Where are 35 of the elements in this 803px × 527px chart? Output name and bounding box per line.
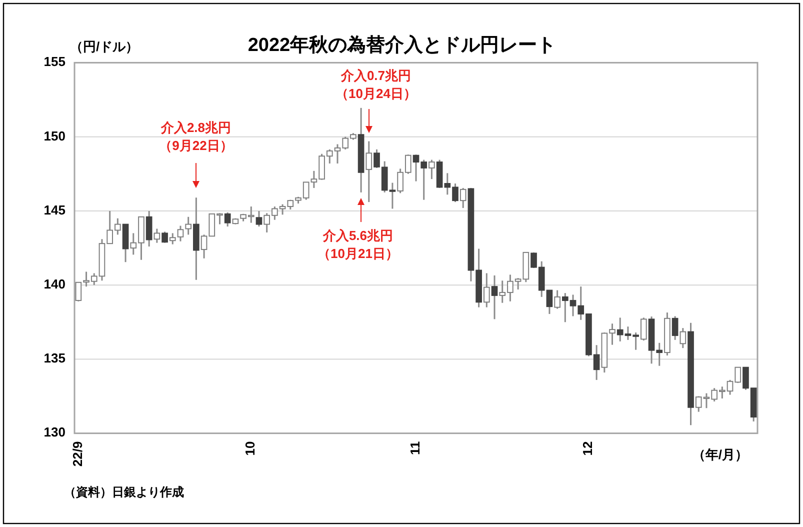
y-tick-label: 155 [44, 54, 66, 70]
candlestick [256, 210, 262, 228]
candlestick [460, 187, 466, 209]
candlestick [366, 140, 372, 203]
candlestick [640, 316, 647, 342]
candlestick [483, 272, 490, 308]
x-tick-label: 12 [580, 441, 596, 456]
candlestick [154, 228, 160, 244]
candlestick [672, 315, 678, 341]
annotation: 介入0.7兆円 [340, 68, 412, 83]
annotation: 介入2.8兆円 [160, 120, 232, 135]
x-tick-label: 10 [242, 441, 258, 456]
y-tick-label: 130 [44, 424, 66, 440]
x-tick-label: 22/9 [70, 441, 85, 467]
candlestick [162, 230, 168, 244]
annotation: （10月21日） [318, 246, 398, 261]
x-tick-label: 11 [407, 441, 422, 456]
chart-title: 2022年秋の為替介入とドル円レート [248, 34, 556, 56]
candlestick [491, 274, 498, 320]
annotation: 介入5.6兆円 [322, 228, 394, 243]
y-tick-label: 150 [44, 128, 66, 144]
y-tick-label: 140 [44, 276, 66, 292]
candlestick [680, 327, 686, 349]
annotation: （9月22日） [159, 138, 233, 153]
text: （資料）日銀より作成 [64, 485, 184, 499]
candlestick [554, 290, 560, 310]
y-tick-label: 135 [44, 350, 66, 366]
candlestick [224, 212, 231, 228]
candlestick [428, 159, 435, 180]
candlestick [146, 210, 152, 248]
annotation: （10月24日） [336, 86, 416, 101]
candlestick [185, 216, 192, 236]
y-axis-title: （円/ドル） [70, 39, 139, 54]
y-tick-label: 145 [44, 202, 66, 218]
x-axis-title: （年/月） [692, 447, 748, 462]
